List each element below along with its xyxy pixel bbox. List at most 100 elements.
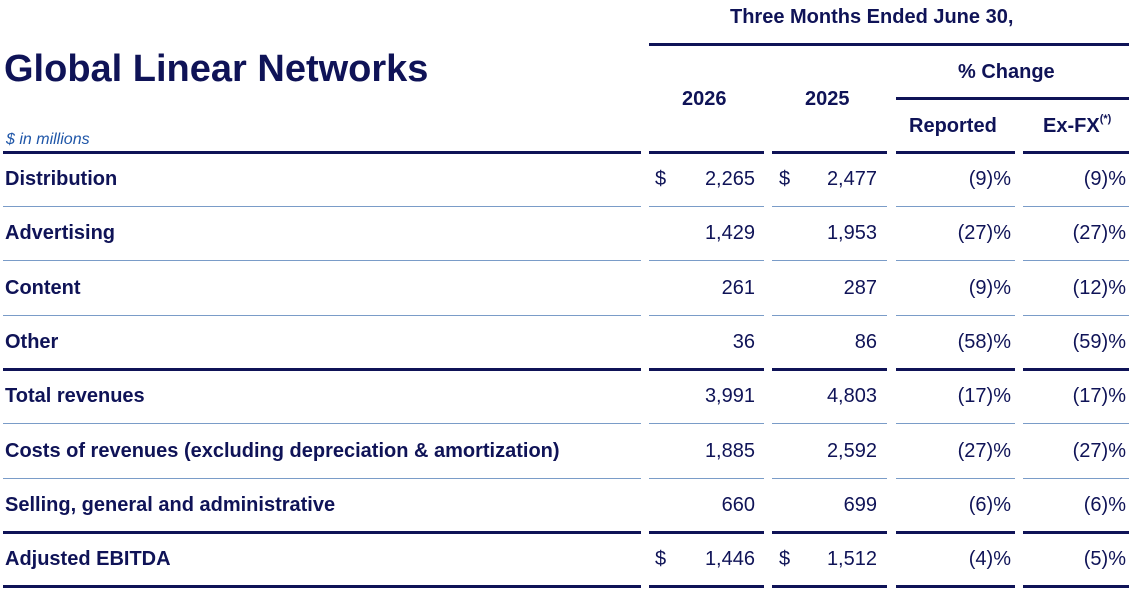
row-rule-thick	[772, 585, 887, 588]
table-cell-prior-sign: $	[779, 168, 791, 190]
table-cell-exfx: (17)%	[1072, 385, 1126, 407]
header-rule-prior	[772, 151, 887, 154]
row-label: Other	[5, 331, 59, 353]
row-rule	[1023, 315, 1129, 316]
table-cell-cur: 1,885	[704, 440, 755, 462]
row-rule	[3, 478, 641, 479]
row-rule	[649, 260, 764, 261]
row-rule-thick	[3, 531, 641, 534]
table-cell-exfx: (9)%	[1083, 168, 1126, 190]
row-rule	[3, 315, 641, 316]
row-rule	[896, 206, 1015, 207]
header-rule-exfx	[1023, 151, 1129, 154]
table-cell-prior-sign: $	[779, 548, 791, 570]
row-rule-thick	[896, 368, 1015, 371]
year-prior-header: 2025	[805, 88, 850, 110]
row-rule	[896, 423, 1015, 424]
table-cell-exfx: (12)%	[1072, 277, 1126, 299]
row-rule-thick	[3, 368, 641, 371]
row-rule-thick	[896, 585, 1015, 588]
header-rule-label	[3, 151, 641, 154]
pct-change-rule	[896, 97, 1129, 100]
row-label: Advertising	[5, 222, 116, 244]
table-cell-exfx: (27)%	[1072, 440, 1126, 462]
table-cell-prior: 1,512	[826, 548, 877, 570]
header-rule-reported	[896, 151, 1015, 154]
row-rule	[896, 315, 1015, 316]
table-cell-exfx: (27)%	[1072, 222, 1126, 244]
row-rule-thick	[1023, 531, 1129, 534]
table-cell-reported: (9)%	[968, 168, 1011, 190]
row-rule	[1023, 423, 1129, 424]
table-cell-cur: 2,265	[704, 168, 755, 190]
row-rule	[649, 478, 764, 479]
exfx-header: Ex-FX(*)	[1043, 113, 1112, 138]
year-current-header: 2026	[682, 88, 727, 110]
row-rule	[649, 206, 764, 207]
row-rule	[649, 423, 764, 424]
table-cell-prior: 2,592	[826, 440, 877, 462]
table-cell-prior: 86	[854, 331, 877, 353]
page-title: Global Linear Networks	[4, 48, 429, 90]
row-rule-thick	[772, 531, 887, 534]
table-cell-prior: 1,953	[826, 222, 877, 244]
row-rule	[3, 423, 641, 424]
row-rule-thick	[1023, 368, 1129, 371]
table-cell-exfx: (5)%	[1083, 548, 1126, 570]
row-rule	[1023, 260, 1129, 261]
exfx-footnote-mark: (*)	[1099, 113, 1112, 126]
row-rule	[3, 206, 641, 207]
table-cell-cur: 36	[732, 331, 755, 353]
row-label: Distribution	[5, 168, 118, 190]
table-cell-reported: (27)%	[957, 440, 1011, 462]
table-cell-cur: 261	[721, 277, 755, 299]
row-rule	[772, 478, 887, 479]
table-cell-cur: 3,991	[704, 385, 755, 407]
period-rule	[649, 43, 1129, 46]
period-header: Three Months Ended June 30,	[730, 6, 1014, 28]
table-cell-cur: 1,446	[704, 548, 755, 570]
row-rule	[1023, 478, 1129, 479]
table-cell-reported: (9)%	[968, 277, 1011, 299]
pct-change-header: % Change	[958, 61, 1055, 83]
reported-header: Reported	[909, 115, 997, 137]
row-rule	[1023, 206, 1129, 207]
row-label: Adjusted EBITDA	[5, 548, 171, 570]
table-cell-reported: (6)%	[968, 494, 1011, 516]
row-rule	[772, 315, 887, 316]
table-cell-exfx: (59)%	[1072, 331, 1126, 353]
row-rule-thick	[649, 585, 764, 588]
row-rule	[772, 260, 887, 261]
row-rule	[772, 206, 887, 207]
table-cell-prior: 699	[843, 494, 877, 516]
row-rule	[896, 260, 1015, 261]
table-cell-reported: (27)%	[957, 222, 1011, 244]
row-rule-thick	[1023, 585, 1129, 588]
row-label: Total revenues	[5, 385, 145, 407]
table-cell-prior: 287	[843, 277, 877, 299]
row-rule-thick	[649, 531, 764, 534]
table-cell-exfx: (6)%	[1083, 494, 1126, 516]
table-cell-cur-sign: $	[655, 548, 667, 570]
table-cell-reported: (58)%	[957, 331, 1011, 353]
exfx-label: Ex-FX	[1043, 115, 1100, 137]
table-cell-reported: (17)%	[957, 385, 1011, 407]
row-rule-thick	[3, 585, 641, 588]
row-rule-thick	[649, 368, 764, 371]
row-label: Selling, general and administrative	[5, 494, 336, 516]
table-cell-prior: 2,477	[826, 168, 877, 190]
table-cell-reported: (4)%	[968, 548, 1011, 570]
row-rule	[896, 478, 1015, 479]
row-rule	[3, 260, 641, 261]
header-rule-cur	[649, 151, 764, 154]
table-cell-cur-sign: $	[655, 168, 667, 190]
table-cell-cur: 1,429	[704, 222, 755, 244]
table-cell-cur: 660	[721, 494, 755, 516]
row-rule-thick	[896, 531, 1015, 534]
row-label: Content	[5, 277, 81, 299]
row-rule-thick	[772, 368, 887, 371]
row-rule	[649, 315, 764, 316]
row-label: Costs of revenues (excluding depreciatio…	[5, 440, 560, 462]
table-cell-prior: 4,803	[826, 385, 877, 407]
row-rule	[772, 423, 887, 424]
